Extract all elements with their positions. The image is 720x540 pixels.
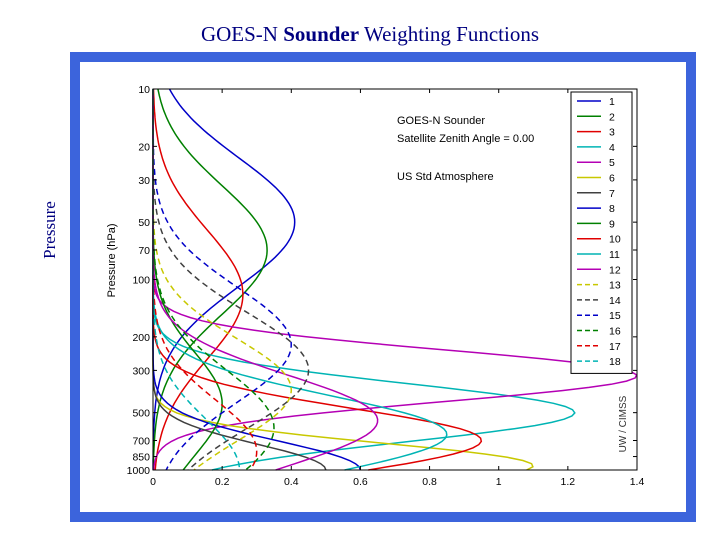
annotation-3: US Std Atmosphere bbox=[397, 171, 494, 183]
legend-label-1: 1 bbox=[609, 96, 615, 108]
title-bold: Sounder bbox=[283, 22, 360, 46]
legend-label-11: 11 bbox=[609, 249, 620, 261]
legend-label-9: 9 bbox=[609, 218, 615, 230]
legend-box bbox=[570, 91, 633, 374]
y-tick-label: 200 bbox=[132, 332, 150, 344]
series-line-12 bbox=[152, 89, 379, 471]
x-tick-label: 1.2 bbox=[561, 476, 576, 488]
series-line-9 bbox=[152, 89, 223, 471]
annotations: GOES-N Sounder Satellite Zenith Angle = 0… bbox=[397, 115, 534, 183]
x-tick-label: 1.4 bbox=[630, 476, 645, 488]
legend-label-5: 5 bbox=[609, 157, 615, 169]
y-tick-label: 100 bbox=[132, 275, 150, 287]
legend-label-16: 16 bbox=[609, 326, 621, 338]
side-pressure-label: Pressure bbox=[40, 201, 59, 259]
series-line-5 bbox=[152, 89, 638, 471]
series-line-1 bbox=[152, 88, 296, 470]
legend-label-4: 4 bbox=[609, 142, 615, 154]
annotation-1: GOES-N Sounder bbox=[397, 115, 485, 127]
series-line-15 bbox=[152, 89, 292, 471]
y-tick-label: 70 bbox=[138, 245, 150, 257]
y-tick-label: 30 bbox=[138, 175, 150, 187]
series-line-2 bbox=[152, 88, 268, 471]
annotation-2: Satellite Zenith Angle = 0.00 bbox=[397, 133, 534, 145]
x-tick-label: 0.2 bbox=[215, 476, 230, 488]
legend-label-2: 2 bbox=[609, 111, 615, 123]
legend-label-17: 17 bbox=[609, 341, 621, 353]
y-tick-label: 850 bbox=[132, 452, 150, 464]
x-tick-label: 0.8 bbox=[422, 476, 437, 488]
legend-label-8: 8 bbox=[609, 203, 615, 215]
x-tick-label: 0.6 bbox=[353, 476, 368, 488]
x-tick-label: 1 bbox=[496, 476, 502, 488]
series-layer bbox=[152, 88, 638, 471]
series-line-4 bbox=[152, 89, 576, 471]
title-suffix: Weighting Functions bbox=[359, 22, 540, 46]
legend-label-3: 3 bbox=[609, 127, 615, 139]
y-tick-label: 700 bbox=[132, 435, 150, 447]
y-tick-label: 300 bbox=[132, 365, 150, 377]
y-tick-label: 50 bbox=[138, 217, 150, 229]
y-tick-label: 10 bbox=[138, 84, 150, 96]
figure-area: 10 20 30 50 70 100 200 300 500 700 850 1000 0 0.2 0.4… bbox=[80, 62, 686, 512]
series-line-6 bbox=[152, 89, 534, 471]
watermark: UW / CIMSS bbox=[618, 395, 629, 452]
plot-frame bbox=[152, 88, 638, 471]
y-tick-label: 500 bbox=[132, 408, 150, 420]
legend-label-13: 13 bbox=[609, 280, 621, 292]
legend-label-6: 6 bbox=[609, 173, 615, 185]
y-axis-label: Pressure (hPa) bbox=[106, 223, 118, 297]
y-tick-label: 20 bbox=[138, 141, 150, 153]
x-tick-label: 0.4 bbox=[284, 476, 299, 488]
legend-label-18: 18 bbox=[609, 356, 621, 368]
slide-title: GOES-N Sounder Weighting Functions bbox=[0, 22, 720, 47]
legend-label-15: 15 bbox=[609, 310, 621, 322]
x-ticks: 0 0.2 0.4 0.6 0.8 1 1.2 1.4 bbox=[150, 89, 644, 488]
legend-label-7: 7 bbox=[609, 188, 615, 200]
title-prefix: GOES-N bbox=[200, 22, 284, 46]
legend-label-12: 12 bbox=[609, 264, 621, 276]
y-tick-label: 1000 bbox=[127, 465, 151, 477]
x-tick-label: 0 bbox=[150, 476, 156, 488]
legend-label-14: 14 bbox=[609, 295, 621, 307]
legend-label-10: 10 bbox=[609, 234, 621, 246]
